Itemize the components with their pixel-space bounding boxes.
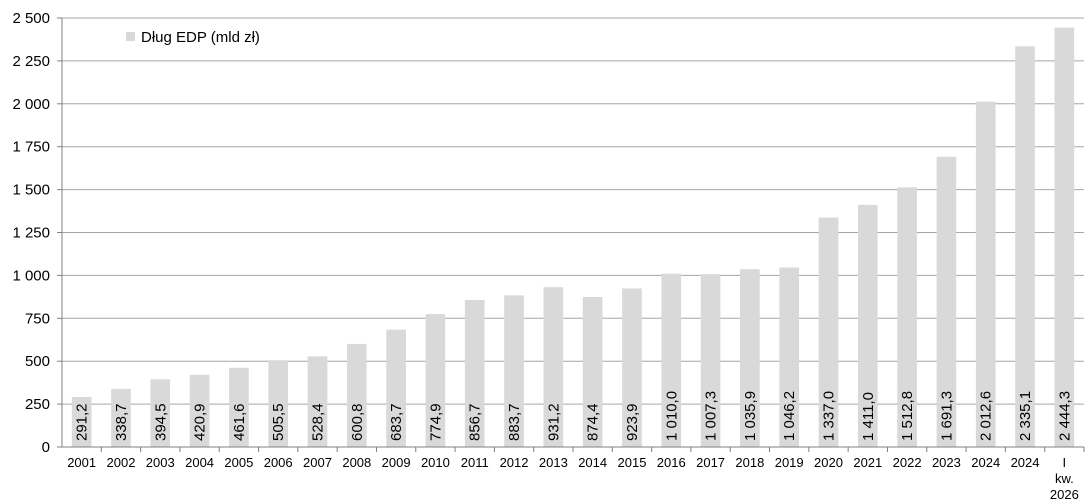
bar: [464, 299, 485, 447]
y-tick-label: 1 750: [12, 139, 50, 156]
data-label: 774,9: [427, 403, 444, 441]
bar: [936, 156, 957, 447]
bar: [229, 367, 249, 447]
bar: [268, 360, 289, 447]
x-tick-label: 2004: [185, 455, 214, 470]
y-tick-label: 2 000: [12, 96, 50, 113]
x-tick-label: 2019: [775, 455, 804, 470]
bar: [1015, 46, 1035, 447]
x-tick-label: 2005: [224, 455, 253, 470]
data-label: 1 691,3: [938, 391, 955, 441]
data-label: 923,9: [624, 403, 641, 441]
y-tick-label: 1 000: [12, 267, 50, 284]
legend: Dług EDP (mld zł): [126, 29, 260, 46]
bar: [150, 379, 171, 447]
gridlines: [62, 17, 1084, 405]
data-label: 461,6: [231, 403, 248, 441]
data-label: 1 010,0: [663, 391, 680, 441]
data-label: 2 335,1: [1017, 391, 1034, 441]
y-tick-label: 500: [25, 353, 50, 370]
data-labels: 291,2 338,7 394,5 420,9 461,6 505,5 528,4 600,8…: [74, 391, 1074, 441]
y-tick-label: 1 500: [12, 182, 50, 199]
data-label: 1 046,2: [781, 391, 798, 441]
data-label: 1 035,9: [742, 391, 759, 441]
x-tick-label: 2008: [342, 455, 371, 470]
x-tick-label: 2015: [618, 455, 647, 470]
axes: 0 250 500 750 1 000 1 250 1 500 1 750 2 000 2 250…: [12, 10, 1085, 499]
bar: [779, 267, 800, 447]
data-label: 874,4: [585, 403, 602, 441]
data-label: 931,2: [545, 403, 562, 441]
legend-label: Dług EDP (mld zł): [141, 29, 260, 46]
x-tick-label: 2013: [539, 455, 568, 470]
data-label: 420,9: [192, 403, 209, 441]
bar: [543, 287, 564, 447]
bar: [346, 343, 367, 447]
x-tick-label: 2016: [657, 455, 686, 470]
x-tick-label: 2011: [461, 455, 489, 470]
bar: [307, 356, 328, 447]
y-tick-label: 2 500: [12, 10, 50, 27]
data-label: 2 444,3: [1056, 391, 1073, 441]
x-tick-label: 2014: [578, 455, 607, 470]
data-label: 394,5: [152, 403, 169, 441]
data-label: 1 512,8: [899, 391, 916, 441]
data-label: 2 012,6: [978, 391, 995, 441]
y-tick-label: 750: [25, 310, 50, 327]
x-tick-label: 2002: [107, 455, 136, 470]
x-tick-label: 2007: [303, 455, 332, 470]
bars: [71, 27, 1075, 448]
bar: [818, 217, 839, 447]
data-label: 1 337,0: [821, 391, 838, 441]
bar: [425, 314, 446, 447]
x-tick-label: 2012: [500, 455, 529, 470]
data-label: 291,2: [74, 403, 91, 441]
x-tick-label: 2021: [853, 455, 882, 470]
data-label: 528,4: [310, 403, 327, 441]
data-label: 1 007,3: [703, 391, 720, 441]
x-tick-label: 2020: [814, 455, 843, 470]
x-tick-label: 2024: [971, 455, 1000, 470]
x-tick-label: 2024: [1011, 455, 1040, 470]
y-tick-label: 2 250: [12, 53, 50, 70]
y-tick-label: 1 250: [12, 225, 50, 242]
bar: [386, 329, 406, 447]
data-label: 600,8: [349, 403, 366, 441]
bar: [111, 388, 131, 447]
data-label: 1 411,0: [860, 392, 877, 441]
bar: [740, 269, 760, 447]
bar: [857, 204, 878, 447]
bar: [504, 295, 524, 447]
y-tick-label: 250: [25, 396, 50, 413]
data-label: 505,5: [270, 403, 287, 441]
x-tick-label: 2003: [146, 455, 175, 470]
x-tick-label: 2001: [67, 455, 96, 470]
legend-swatch: [126, 32, 135, 41]
bar: [897, 187, 917, 448]
data-label: 683,7: [388, 403, 405, 441]
bar: [71, 397, 92, 447]
bar: [700, 274, 721, 447]
bar: [661, 273, 682, 447]
data-label: 856,7: [467, 403, 484, 441]
bar: [582, 296, 603, 447]
x-tick-label: 2018: [735, 455, 764, 470]
x-tick-label: 2017: [696, 455, 725, 470]
x-tick-label: 2023: [932, 455, 961, 470]
bar: [975, 101, 996, 447]
x-tick-label: 2022: [893, 455, 922, 470]
bar: [189, 374, 210, 447]
x-tick-label: 2006: [264, 455, 293, 470]
bar: [1054, 27, 1075, 448]
bar: [622, 288, 642, 447]
x-tick-label: 2009: [382, 455, 411, 470]
data-label: 883,7: [506, 403, 523, 441]
data-label: 338,7: [113, 403, 130, 441]
x-tick-label: 2010: [421, 455, 450, 470]
y-tick-label: 0: [42, 439, 50, 456]
